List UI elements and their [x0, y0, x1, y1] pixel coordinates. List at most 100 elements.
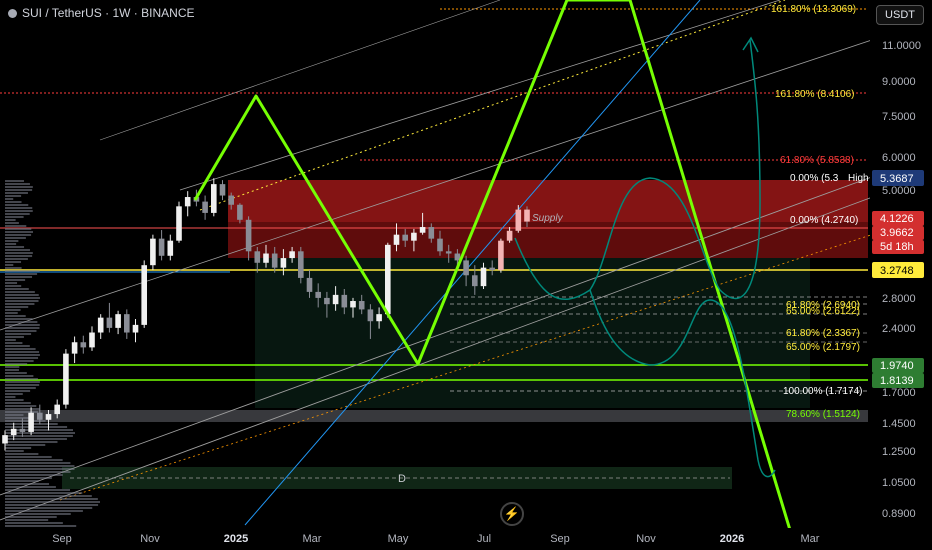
volume-profile-bar	[5, 429, 74, 431]
volume-profile-bar	[5, 324, 40, 326]
fib-level-label: 0.00% (5.3	[790, 173, 839, 184]
time-tick-label: May	[388, 533, 409, 545]
time-tick-label: Sep	[550, 533, 570, 545]
price-tag-label: 1.9740	[880, 360, 914, 372]
candle-body	[480, 267, 487, 287]
supply-zone-upper	[228, 180, 868, 222]
volume-profile-bar	[5, 306, 29, 308]
candle-body	[10, 428, 17, 436]
candle-body	[419, 227, 426, 233]
volume-profile-bar	[5, 222, 19, 224]
candle-body	[324, 297, 330, 305]
candle-body	[315, 291, 321, 298]
volume-profile-bar	[5, 339, 16, 341]
volume-profile-bar	[5, 351, 40, 353]
price-tag-label: 3.2748	[880, 265, 914, 277]
price-tag-label: 4.1226	[880, 213, 914, 225]
volume-profile-bar	[5, 489, 71, 491]
currency-button[interactable]: USDT	[876, 5, 924, 25]
volume-profile-bar	[5, 492, 83, 494]
fib-level-label: 161.80% (8.4106)	[775, 89, 855, 100]
fib-level-label: 65.00% (2.1797)	[786, 342, 860, 353]
volume-profile-bar	[5, 336, 24, 338]
candle-body	[97, 317, 104, 333]
candle-body	[28, 412, 34, 432]
price-tick-label: 7.5000	[882, 111, 916, 123]
candle-body	[376, 314, 382, 322]
price-tick-label: 6.0000	[882, 152, 916, 164]
volume-profile-bar	[5, 471, 71, 473]
volume-profile-bar	[5, 285, 22, 287]
volume-profile-bar	[5, 480, 39, 482]
volume-profile-bar	[5, 192, 28, 194]
candle-body	[402, 234, 408, 241]
time-tick-label: 2025	[224, 533, 248, 545]
candle-body	[89, 332, 95, 348]
candle-body	[428, 227, 435, 239]
volume-profile-bar	[5, 477, 52, 479]
volume-profile-bar	[5, 387, 36, 389]
demand-zone-d	[62, 467, 732, 489]
chart-header: SUI / TetherUS · 1W · BINANCE	[8, 6, 194, 20]
candle-body	[37, 412, 43, 420]
volume-profile-bar	[5, 219, 16, 221]
volume-profile-bar	[5, 258, 28, 260]
candle-body	[237, 204, 243, 220]
channel-line-lower	[0, 154, 932, 496]
time-tick-label: Nov	[140, 533, 160, 545]
time-tick-label: 2026	[720, 533, 744, 545]
candle-body	[350, 301, 356, 308]
volume-profile-bar	[5, 240, 19, 242]
price-tag	[872, 240, 924, 254]
volume-profile-bar	[5, 369, 19, 371]
candle-body	[124, 314, 130, 333]
volume-profile-bar	[5, 363, 28, 365]
volume-profile-bar	[5, 297, 40, 299]
volume-profile-bar	[5, 252, 33, 254]
price-tick-label: 9.0000	[882, 76, 916, 88]
price-tag	[872, 170, 924, 186]
channel-line-upper-1	[0, 19, 932, 331]
volume-profile-bar	[5, 390, 31, 392]
volume-profile-bar	[5, 189, 33, 191]
candle-body	[454, 253, 461, 261]
price-tick-label: 1.4500	[882, 418, 916, 430]
price-tick-label: 5.0000	[882, 185, 916, 197]
volume-profile-bar	[5, 420, 46, 422]
volume-profile-bar	[5, 273, 38, 275]
volume-profile-bar	[5, 417, 32, 419]
fib-level-label: 100.00% (1.7174)	[783, 386, 863, 397]
candle-body	[515, 209, 522, 231]
volume-profile-bar	[5, 447, 32, 449]
price-tag-label: 5.3687	[880, 173, 914, 185]
channel-line-upper-2	[179, 0, 781, 191]
volume-profile-bar	[5, 525, 77, 527]
candle-body	[80, 342, 87, 348]
candle-body	[176, 206, 182, 241]
volume-profile-bar	[5, 432, 75, 434]
volume-profile-bar	[5, 405, 37, 407]
volume-profile-bar	[5, 288, 29, 290]
candle-body	[245, 219, 252, 252]
candle-body	[472, 275, 478, 287]
volume-profile-bar	[5, 504, 99, 506]
candle-body	[228, 195, 234, 205]
volume-profile-bar	[5, 315, 26, 317]
channel-line-bottom	[0, 174, 932, 521]
volume-profile-bar	[5, 225, 27, 227]
volume-profile-bar	[5, 333, 32, 335]
volume-profile-bar	[5, 327, 40, 329]
volume-profile-bar	[5, 453, 39, 455]
blue-trendline	[244, 0, 701, 526]
volume-profile-bar	[5, 282, 18, 284]
symbol-logo-icon	[8, 8, 17, 18]
volume-profile-bar	[5, 498, 98, 500]
yellow-dotted-trendline	[199, 0, 786, 211]
candle-body	[45, 414, 52, 420]
candle-body	[463, 260, 469, 276]
zigzag-projection-line	[193, 0, 792, 531]
volume-profile-bar	[5, 312, 18, 314]
volume-profile-bar	[5, 393, 23, 395]
teal-projection-path-2	[589, 289, 776, 478]
